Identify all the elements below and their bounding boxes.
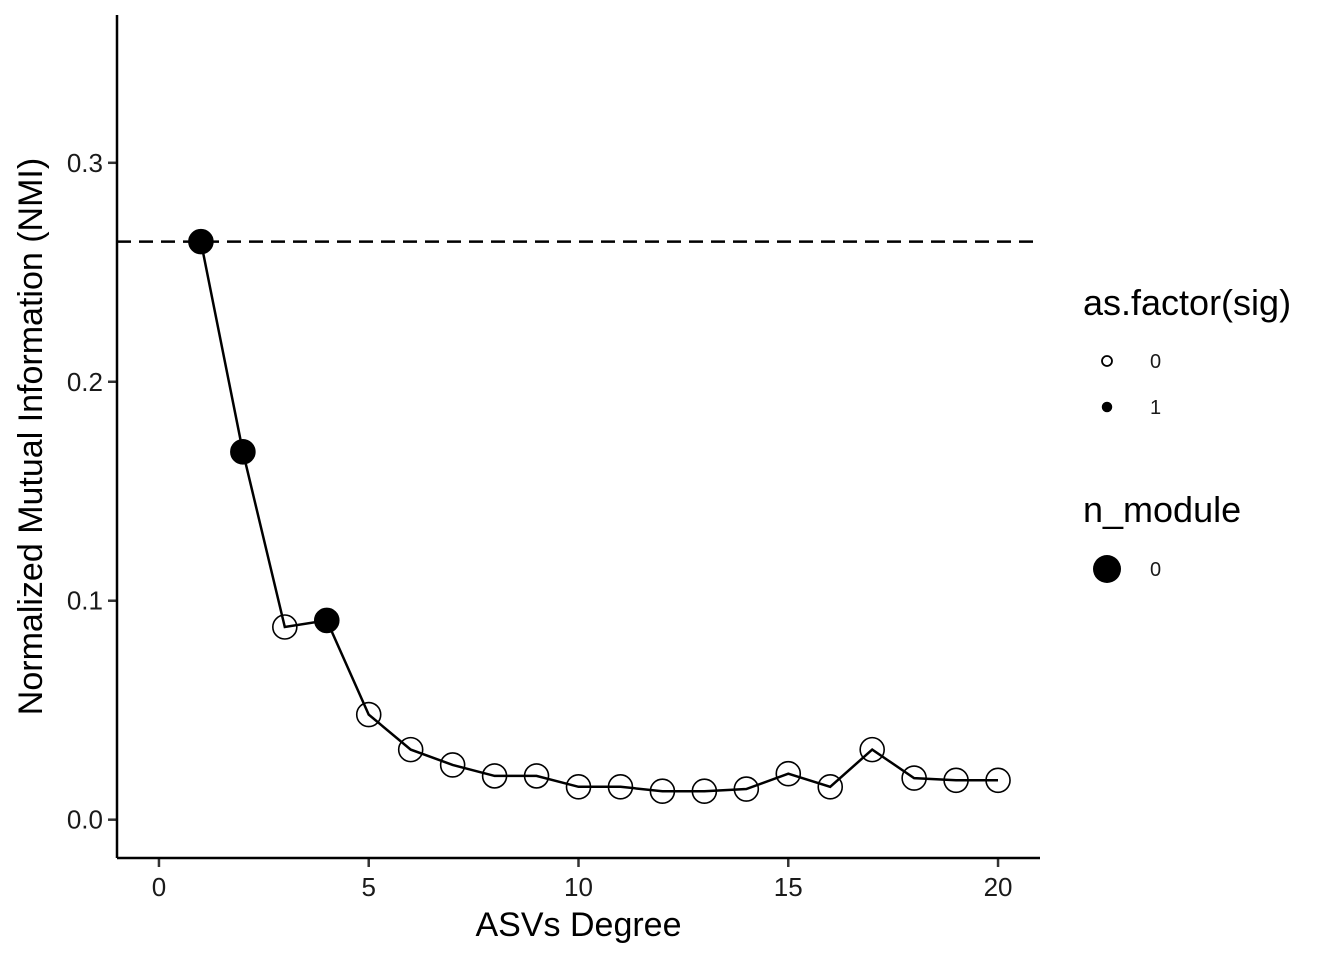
y-tick-label: 0.2 <box>67 367 103 397</box>
data-point-filled <box>230 439 256 465</box>
x-tick-label: 10 <box>564 872 593 902</box>
data-point-open <box>859 736 885 763</box>
data-point-open <box>691 778 718 805</box>
data-point-open <box>523 763 550 789</box>
data-point-open <box>355 701 382 728</box>
series-line <box>199 241 998 793</box>
y-tick-label: 0.3 <box>67 148 103 178</box>
data-point-open <box>649 778 676 805</box>
y-axis-ticks: 0.0 0.1 0.2 0.3 <box>67 148 117 835</box>
x-axis-ticks: 0 5 10 15 20 <box>152 858 1013 902</box>
data-point-open <box>817 774 844 800</box>
x-tick-label: 5 <box>361 872 375 902</box>
data-point-filled <box>188 228 214 255</box>
data-point-open <box>397 736 424 763</box>
legend-key-filled-circle <box>1101 401 1113 413</box>
legend-label-n-module-0: 0 <box>1150 559 1161 581</box>
data-point-filled <box>313 607 340 634</box>
data-point-open <box>775 760 802 787</box>
data-point-open <box>943 767 969 794</box>
data-point-open <box>439 752 466 778</box>
data-points <box>188 228 1011 805</box>
data-point-open <box>607 774 634 800</box>
x-tick-label: 20 <box>984 872 1013 902</box>
legend-label-sig-0: 0 <box>1150 351 1161 373</box>
data-point-open <box>272 614 298 640</box>
legend-key-open-circle <box>1101 355 1113 367</box>
legend-title-sig: as.factor(sig) <box>1083 282 1291 323</box>
x-tick-label: 15 <box>774 872 803 902</box>
data-point-open <box>565 774 592 800</box>
legend-label-sig-1: 1 <box>1150 397 1161 419</box>
y-tick-label: 0.1 <box>67 586 103 616</box>
y-tick-label: 0.0 <box>67 805 103 835</box>
legend-key-large-filled-circle <box>1093 555 1121 583</box>
x-tick-label: 0 <box>152 872 166 902</box>
y-axis-title: Normalized Mutual Information (NMI) <box>12 158 50 715</box>
data-point-open <box>985 767 1011 794</box>
legend-title-n-module: n_module <box>1083 489 1241 530</box>
legend: as.factor(sig) 0 1 n_module 0 <box>1083 282 1291 583</box>
data-point-open <box>901 765 927 791</box>
x-axis-title: ASVs Degree <box>476 906 682 944</box>
data-point-open <box>481 763 508 789</box>
data-point-open <box>733 776 760 802</box>
